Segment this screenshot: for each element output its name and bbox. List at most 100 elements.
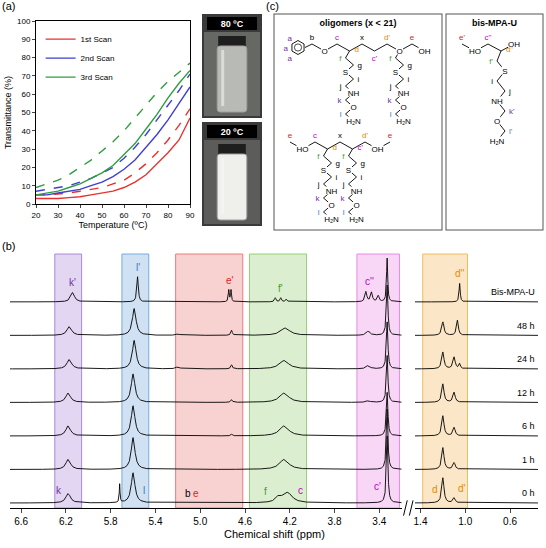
svg-text:f': f' [278,283,283,294]
svg-text:4.2: 4.2 [283,516,297,527]
svg-text:bis-MPA-U: bis-MPA-U [472,18,517,28]
svg-text:d: d [432,484,438,495]
svg-text:S: S [321,166,326,175]
svg-text:S: S [343,68,348,77]
svg-text:(c): (c) [266,0,279,12]
svg-text:e: e [288,131,293,140]
svg-text:NH: NH [348,89,360,98]
svg-text:f: f [342,152,345,161]
svg-text:k: k [316,194,321,203]
svg-text:40: 40 [21,127,30,136]
svg-text:90: 90 [186,211,195,220]
svg-text:Bis-MPA-U: Bis-MPA-U [491,287,535,297]
svg-text:70: 70 [142,211,151,220]
svg-text:j: j [389,82,392,91]
svg-text:80: 80 [164,211,173,220]
svg-text:10: 10 [21,182,30,191]
svg-text:a: a [288,34,293,43]
svg-text:b: b [185,488,191,499]
svg-text:j: j [339,82,342,91]
svg-text:70: 70 [21,72,30,81]
svg-text:d'': d'' [455,268,464,279]
svg-text:l: l [318,208,320,217]
svg-text:NH: NH [398,89,410,98]
svg-text:1.4: 1.4 [414,516,428,527]
svg-text:k: k [388,96,393,105]
svg-text:30: 30 [21,145,30,154]
svg-text:e: e [410,33,415,42]
svg-text:d': d' [458,483,466,494]
svg-text:20 ºC: 20 ºC [221,127,244,137]
svg-text:f: f [339,54,342,63]
svg-text:4.6: 4.6 [238,516,252,527]
svg-text:l: l [143,485,145,496]
svg-text:40: 40 [76,211,85,220]
svg-text:e: e [193,488,199,499]
svg-text:S: S [346,166,351,175]
svg-text:1.0: 1.0 [458,516,472,527]
svg-text:f: f [317,152,320,161]
svg-text:Temperature (ºC): Temperature (ºC) [79,220,148,230]
svg-text:O: O [321,47,327,56]
svg-text:i: i [361,173,363,182]
svg-text:0: 0 [26,200,31,209]
svg-text:d: d [333,143,337,152]
svg-text:c'': c'' [365,276,374,287]
svg-text:3.4: 3.4 [372,516,386,527]
svg-text:S: S [393,68,398,77]
svg-text:12 h: 12 h [517,388,535,398]
svg-text:3.8: 3.8 [328,516,342,527]
svg-text:g: g [336,159,340,168]
svg-text:oligomers (x < 21): oligomers (x < 21) [320,18,397,28]
svg-text:60: 60 [21,90,30,99]
svg-text:O: O [396,47,402,56]
svg-text:H₂N: H₂N [396,117,411,126]
svg-text:6.6: 6.6 [14,516,28,527]
svg-text:2nd Scan: 2nd Scan [81,54,115,63]
svg-text:20: 20 [21,163,30,172]
svg-text:l: l [343,208,345,217]
svg-text:k: k [56,485,62,496]
svg-text:k': k' [509,107,515,116]
svg-text:OH: OH [372,145,384,154]
svg-text:c': c' [374,481,381,492]
svg-text:(b): (b) [2,240,15,252]
svg-text:e: e [388,131,393,140]
svg-text:OH: OH [419,47,431,56]
svg-text:NH: NH [326,187,338,196]
svg-text:H₂N: H₂N [346,117,361,126]
svg-text:g: g [361,159,365,168]
svg-text:HO: HO [297,145,309,154]
svg-text:c: c [313,131,317,140]
svg-text:100: 100 [17,17,31,26]
svg-text:d: d [355,45,359,54]
svg-text:H₂N: H₂N [349,215,364,224]
svg-text:O: O [328,201,334,210]
svg-text:e': e' [226,275,234,286]
svg-text:6 h: 6 h [522,421,535,431]
svg-text:5.0: 5.0 [193,516,207,527]
svg-text:c'': c'' [484,33,492,42]
svg-text:k: k [341,194,346,203]
svg-text:l: l [340,110,342,119]
svg-text:l': l' [509,127,513,136]
svg-text:3rd Scan: 3rd Scan [81,73,113,82]
svg-text:S: S [502,67,507,76]
svg-text:80 ºC: 80 ºC [221,19,244,29]
svg-text:1 h: 1 h [522,455,535,465]
svg-text:g: g [358,61,362,70]
svg-text:O: O [400,103,406,112]
svg-text:i: i [408,75,410,84]
svg-text:k': k' [69,277,76,288]
svg-text:Transmittance (%): Transmittance (%) [3,76,13,149]
svg-text:H₂N: H₂N [324,215,339,224]
svg-text:50: 50 [98,211,107,220]
svg-text:c: c [298,485,303,496]
svg-text:90: 90 [21,35,30,44]
svg-text:a: a [284,44,289,53]
svg-text:f': f' [489,57,493,66]
svg-text:1st Scan: 1st Scan [81,35,112,44]
svg-text:20: 20 [32,211,41,220]
svg-text:50: 50 [21,108,30,117]
svg-text:OH: OH [508,40,520,49]
